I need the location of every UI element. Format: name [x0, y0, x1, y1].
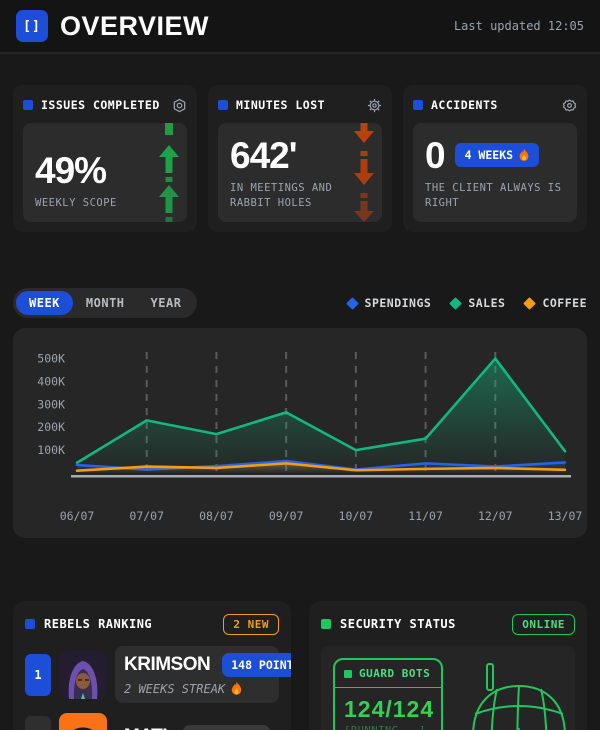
stat-caption: THE CLIENT ALWAYS IS RIGHT [425, 181, 562, 210]
rank-info: MATI @MATI 129 POINTS [115, 718, 279, 730]
fire-icon [519, 148, 529, 161]
stat-card-minutes-lost: MINUTES LOST 642' IN MEETINGS AND RABBIT… [208, 85, 392, 232]
rank-number: 2 [25, 716, 51, 730]
player-name: KRIMSON [124, 654, 211, 675]
svg-text:100K: 100K [37, 443, 65, 457]
dashboard-main: ISSUES COMPLETED 49% WEEKLY SCOPE [0, 85, 600, 730]
chart-card: 100K 200K 300K 400K 500K 06/07 07/07 08/07 09/07… [13, 328, 587, 538]
stat-body: 642' IN MEETINGS AND RABBIT HOLES [218, 123, 382, 222]
card-title: REBELS RANKING [44, 617, 153, 631]
points-badge: 148 POINTS [222, 653, 291, 677]
svg-text:06/07: 06/07 [60, 509, 95, 523]
legend-item-coffee: COFFEE [523, 296, 587, 310]
svg-text:13/07: 13/07 [548, 509, 583, 523]
bullet-icon [218, 100, 228, 110]
fire-icon [231, 682, 242, 695]
stat-value: 0 [425, 134, 446, 176]
svg-text:12/07: 12/07 [478, 509, 513, 523]
last-updated: Last updated 12:05 [453, 19, 584, 33]
new-count-badge: 2 NEW [223, 613, 279, 635]
security-panel: GUARD BOTS 124/124 [RUNNING...] [321, 646, 575, 730]
streak-weeks-label: 4 WEEKS [464, 148, 514, 162]
stat-value: 49% [35, 150, 107, 192]
stat-card-issues-completed: ISSUES COMPLETED 49% WEEKLY SCOPE [13, 85, 197, 232]
svg-text:08/07: 08/07 [199, 509, 234, 523]
streak-line: 2 WEEKS STREAK [124, 682, 270, 696]
logo-glyph: [] [23, 18, 41, 34]
tab-week[interactable]: WEEK [16, 291, 73, 315]
guard-bots-count: 124/124 [344, 696, 435, 722]
card-title: SECURITY STATUS [340, 617, 456, 631]
stat-body: 49% WEEKLY SCOPE [23, 123, 187, 222]
tab-year[interactable]: YEAR [138, 291, 195, 315]
settings-gear-icon[interactable] [367, 98, 382, 113]
diamond-icon [523, 296, 537, 310]
svg-text:500K: 500K [37, 352, 65, 366]
svg-text:11/07: 11/07 [408, 509, 443, 523]
legend-item-sales: SALES [449, 296, 505, 310]
svg-text:300K: 300K [37, 397, 65, 411]
avatar [59, 713, 107, 730]
area-chart[interactable]: 100K 200K 300K 400K 500K 06/07 07/07 08/07 09/07… [23, 340, 583, 528]
rebels-ranking-card: REBELS RANKING 2 NEW 1 [13, 601, 291, 730]
player-name: MATI [124, 726, 168, 730]
bullet-icon [23, 100, 33, 110]
avatar [59, 650, 107, 699]
svg-text:200K: 200K [37, 420, 65, 434]
svg-text:07/07: 07/07 [129, 509, 164, 523]
stat-value: 642' [230, 134, 298, 176]
trend-down-arrows-icon [352, 123, 376, 222]
stat-title: MINUTES LOST [236, 98, 326, 112]
diamond-icon [345, 296, 359, 310]
settings-gear-icon[interactable] [172, 98, 187, 113]
app-logo-icon: [] [16, 10, 48, 42]
streak-text: 2 WEEKS STREAK [124, 682, 226, 696]
guard-bots-box: GUARD BOTS 124/124 [RUNNING...] [333, 658, 443, 730]
tab-month[interactable]: MONTH [73, 291, 138, 315]
streak-weeks-badge: 4 WEEKS [454, 143, 540, 167]
stat-caption: WEEKLY SCOPE [35, 197, 117, 210]
settings-gear-icon[interactable] [562, 98, 577, 113]
rank-number: 1 [25, 653, 51, 696]
app-header: [] OVERVIEW Last updated 12:05 [0, 0, 600, 54]
chart-toolbar: WEEK MONTH YEAR SPENDINGS SALES COFFEE [13, 288, 587, 318]
bullet-icon [25, 619, 35, 629]
bullet-icon [321, 619, 331, 629]
bullet-icon [413, 100, 423, 110]
stat-body: 0 4 WEEKS THE CLIENT ALWAYS IS RIGHT [413, 123, 577, 222]
security-status-card: SECURITY STATUS ONLINE GUARD BOTS 124/12… [309, 601, 587, 730]
trend-up-arrows-icon [157, 123, 181, 222]
legend-item-spendings: SPENDINGS [345, 296, 432, 310]
stats-row: ISSUES COMPLETED 49% WEEKLY SCOPE [13, 85, 587, 232]
stat-caption: IN MEETINGS AND RABBIT HOLES [230, 181, 333, 210]
chart-legend: SPENDINGS SALES COFFEE [345, 296, 587, 310]
green-square-icon [344, 669, 352, 678]
online-badge: ONLINE [512, 613, 575, 635]
guard-bots-status: [RUNNING...] [335, 725, 441, 730]
svg-text:10/07: 10/07 [339, 509, 374, 523]
stat-title: ACCIDENTS [431, 98, 498, 112]
svg-text:400K: 400K [37, 374, 65, 388]
range-tabs: WEEK MONTH YEAR [13, 288, 198, 318]
ranking-row[interactable]: 2 MATI @MATI 129 POINTS [25, 713, 279, 730]
rank-info: KRIMSON @KRIMSON 148 POINTS 2 WEEKS STRE… [115, 646, 291, 703]
robot-wireframe [472, 663, 566, 730]
bottom-row: REBELS RANKING 2 NEW 1 [13, 601, 587, 730]
stat-card-accidents: ACCIDENTS 0 4 WEEKS [403, 85, 587, 232]
svg-text:09/07: 09/07 [269, 509, 304, 523]
diamond-icon [449, 296, 463, 310]
guard-bots-label: GUARD BOTS [359, 667, 431, 680]
page-title: OVERVIEW [60, 10, 210, 41]
ranking-row[interactable]: 1 KRIMSON @KRIMSON 148 POI [25, 646, 291, 703]
points-badge: 129 POINTS [182, 725, 270, 730]
stat-title: ISSUES COMPLETED [41, 98, 160, 112]
